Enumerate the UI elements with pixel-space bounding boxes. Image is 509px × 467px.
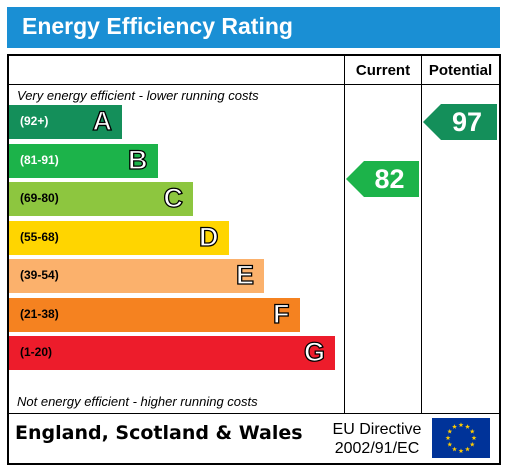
header-divider — [9, 84, 499, 85]
eu-star-icon — [458, 422, 464, 428]
band-b-range: (81-91) — [20, 152, 59, 167]
band-e-letter: E — [235, 259, 254, 290]
band-c: (69-80) C — [9, 182, 193, 216]
eu-star-icon — [452, 446, 457, 452]
eu-star-icon — [465, 446, 470, 452]
band-g-range: (1-20) — [20, 345, 53, 359]
eu-flag-icon — [432, 418, 490, 458]
eu-star-icon — [445, 435, 451, 441]
potential-column-header: Potential — [428, 62, 493, 79]
band-g-letter: G — [303, 336, 325, 367]
footer-divider — [9, 413, 499, 414]
band-d-letter: D — [198, 221, 219, 252]
footer-directive-line2: 2002/91/EC — [334, 440, 420, 457]
current-column-header: Current — [355, 62, 411, 79]
current-column-divider — [344, 56, 345, 413]
footer-directive-line1: EU Directive — [332, 421, 422, 438]
potential-rating-arrow-shape — [423, 104, 497, 140]
current-rating-arrow-shape — [346, 160, 419, 197]
band-c-range: (69-80) — [20, 191, 59, 205]
current-rating-value: 82 — [374, 163, 405, 194]
band-c-letter: C — [163, 182, 184, 213]
current-rating-arrow — [346, 160, 419, 197]
band-b: (81-91) B — [9, 143, 158, 178]
band-f-range: (21-38) — [20, 306, 59, 321]
band-e: (39-54) E — [9, 259, 264, 293]
eu-star-icon — [469, 441, 475, 447]
band-d-range: (55-68) — [20, 229, 59, 244]
top-caption: Very energy efficient - lower running co… — [17, 88, 259, 103]
band-a-letter: A — [92, 105, 113, 136]
band-b-letter: B — [127, 144, 148, 175]
chart-title: Energy Efficiency Rating — [22, 13, 293, 39]
eu-star-icon — [471, 435, 477, 441]
band-a-range: (92+) — [20, 114, 49, 128]
band-g: (1-20) G — [9, 336, 335, 370]
band-f-letter: F — [272, 298, 290, 329]
band-a: (92+) A — [9, 105, 122, 139]
potential-column-divider — [421, 56, 422, 413]
band-f: (21-38) F — [9, 297, 300, 332]
footer-region: England, Scotland & Wales — [15, 422, 303, 444]
eu-star-icon — [458, 448, 464, 454]
eu-star-icon — [447, 428, 453, 434]
eu-star-icon — [465, 424, 470, 429]
rating-frame: Current Potential Very energy efficient … — [7, 54, 501, 465]
potential-rating-arrow — [423, 104, 497, 140]
band-e-range: (39-54) — [20, 268, 59, 282]
title-bar: Energy Efficiency Rating — [7, 7, 500, 48]
eu-star-icon — [452, 424, 457, 429]
band-d: (55-68) D — [9, 220, 229, 255]
potential-rating-value: 97 — [451, 107, 483, 137]
eu-star-icon — [447, 441, 453, 447]
eu-star-icon — [469, 428, 475, 434]
bottom-caption: Not energy efficient - higher running co… — [17, 394, 258, 409]
